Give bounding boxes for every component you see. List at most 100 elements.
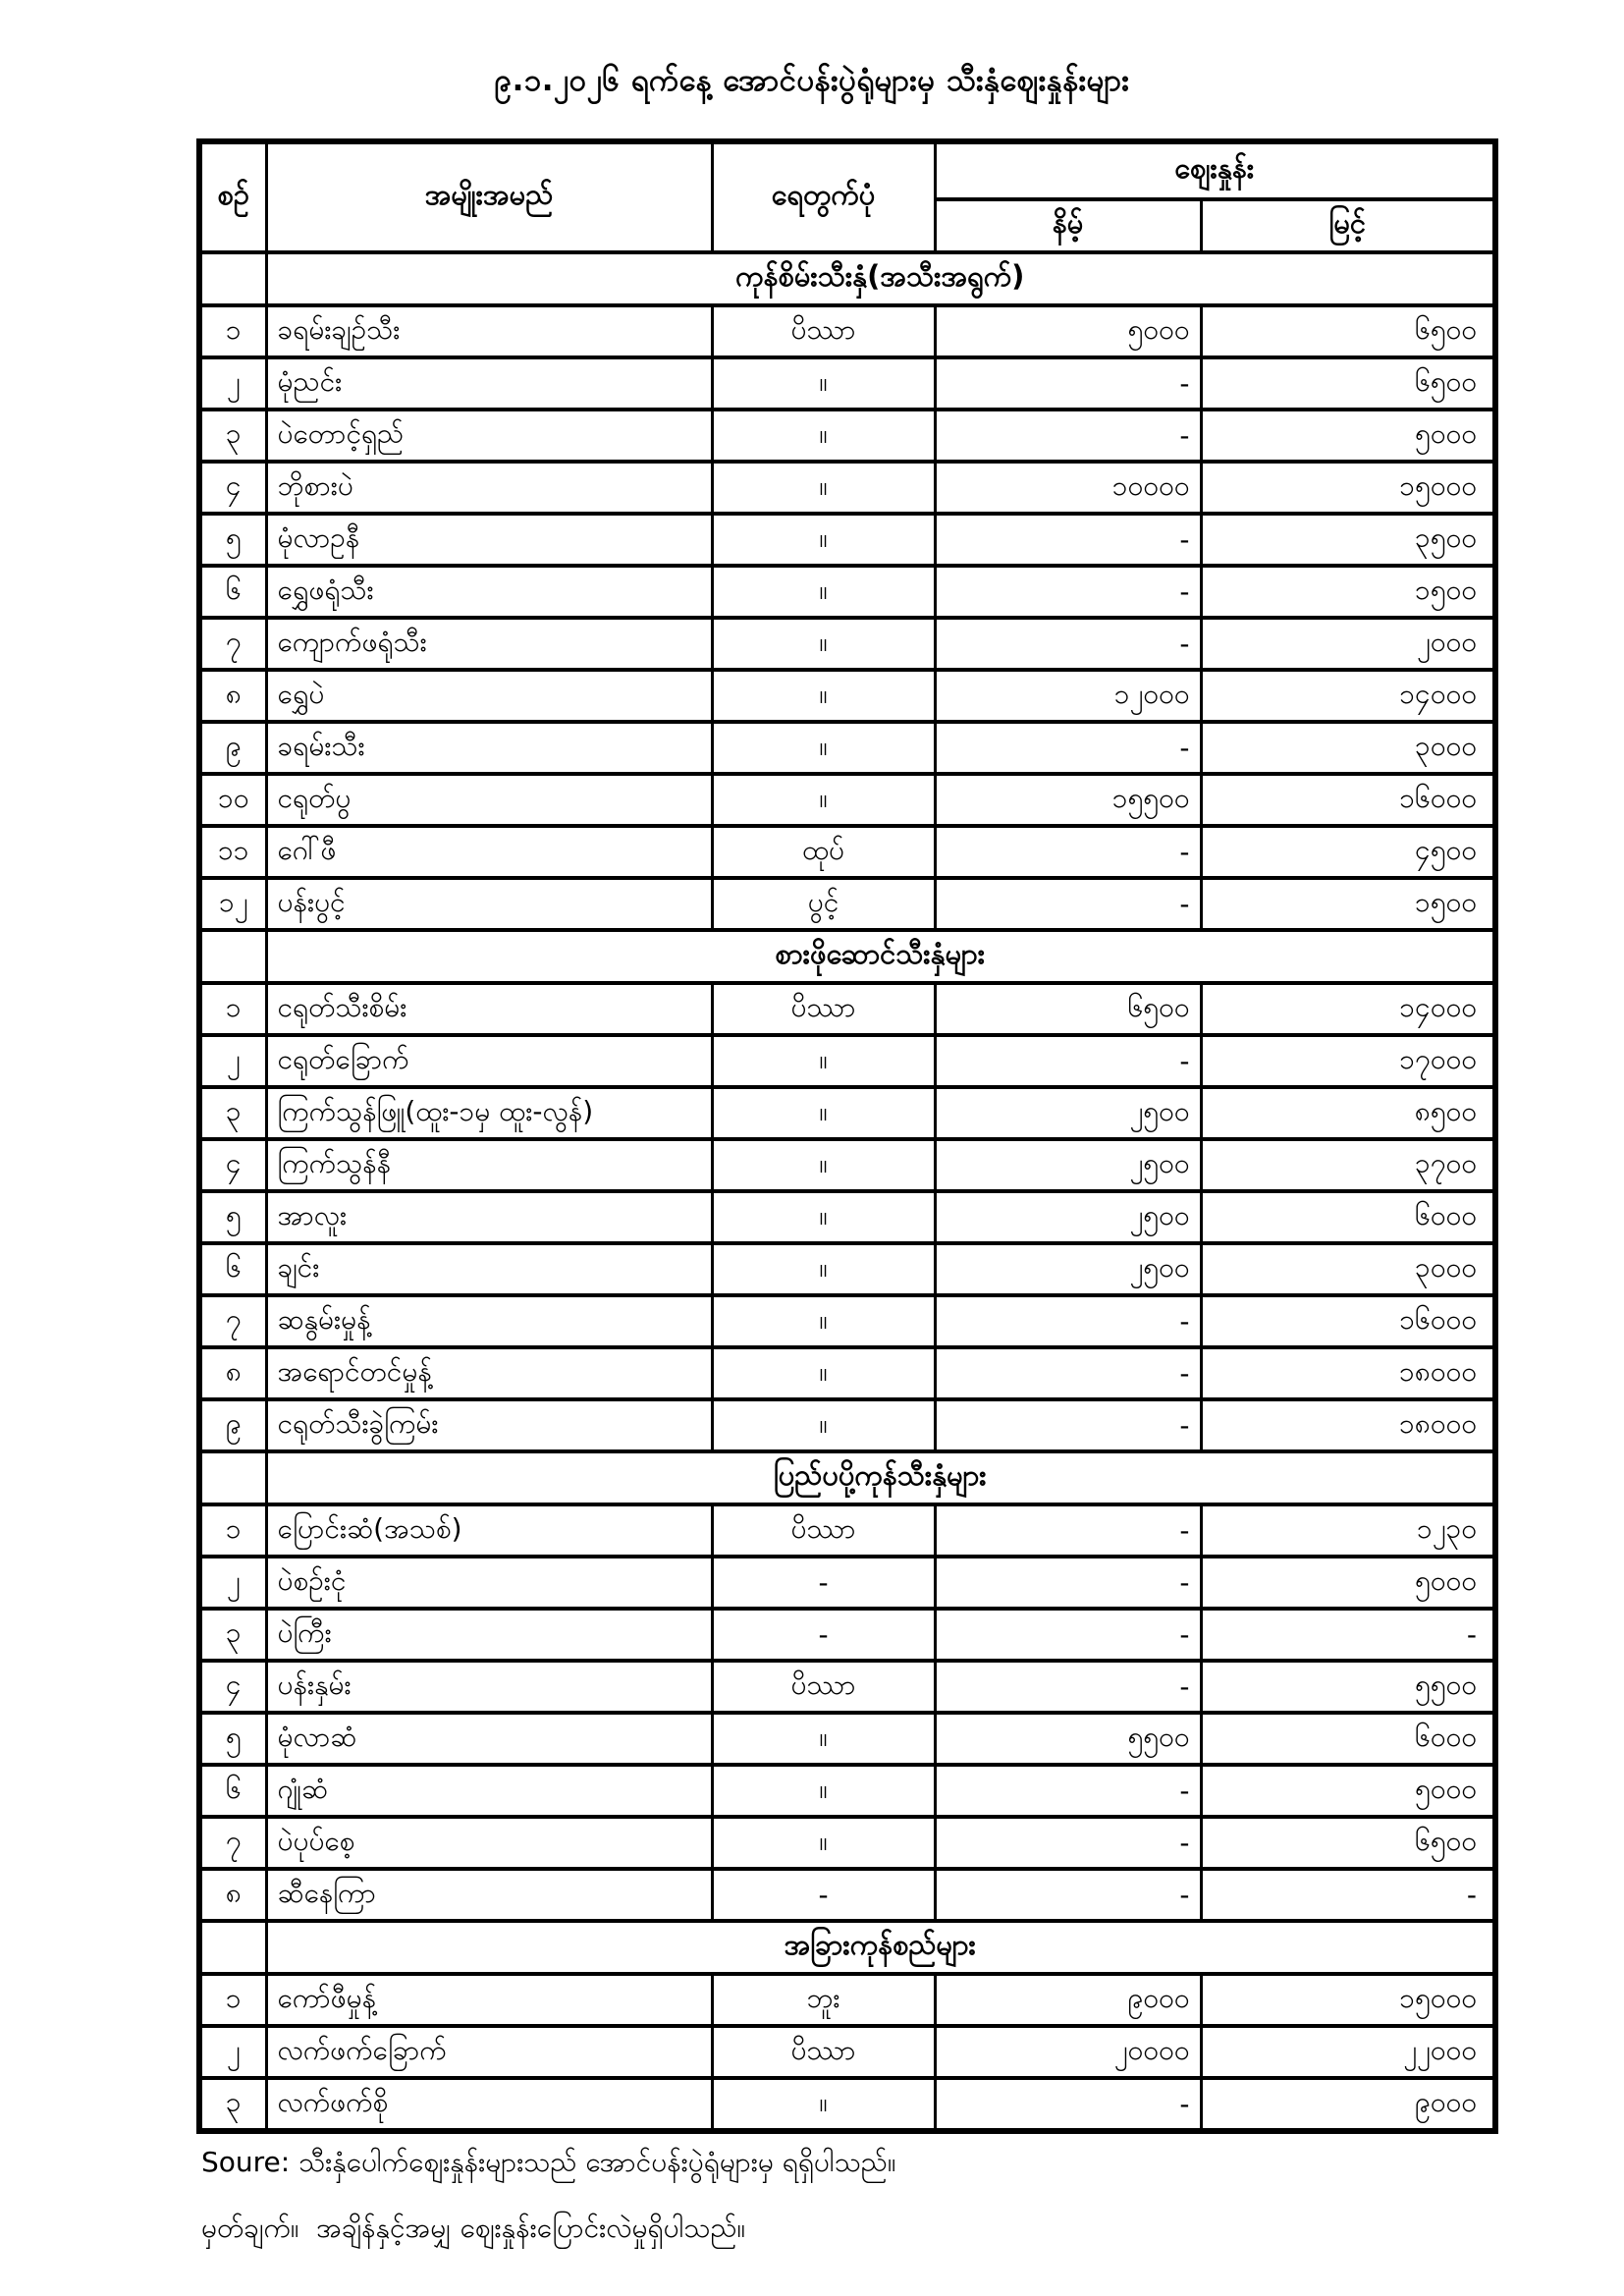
row-min-cell: - (933, 1397, 1203, 1453)
table-row: ၈ဆီနေကြာ - - - (197, 1867, 1497, 1923)
table-row: ၂မုံညင်း။ -၆၅၀၀ (197, 355, 1497, 411)
row-unit-cell: - (710, 1607, 937, 1663)
row-min-cell: - (933, 1293, 1203, 1349)
row-min-cell: - (933, 355, 1203, 411)
row-min-cell: - (933, 1033, 1203, 1089)
row-no-cell: ၈ (197, 668, 268, 724)
row-min-cell: - (933, 1659, 1203, 1715)
row-min-cell: - (933, 1763, 1203, 1819)
row-name-cell: ခရမ်းချဉ်သီး (264, 303, 714, 359)
table-row: ၃ကြက်သွန်ဖြူ(ထူး-၁မှ ထူး-လွန်) ။၂၅၀၀ ၈၅၀၀ (197, 1085, 1497, 1141)
row-max-cell: ၆၅၀၀ (1199, 355, 1497, 411)
row-name-cell: မုံလာဥနီ (264, 512, 714, 568)
row-no-cell: ၃ (197, 408, 268, 464)
row-name-cell: ဂျုံဆံ (264, 1763, 714, 1819)
row-unit-cell: ။ (710, 1033, 937, 1089)
table-row: ၉ခရမ်းသီး။ -၃၀၀၀ (197, 720, 1497, 776)
row-unit-cell: ။ (710, 1345, 937, 1401)
row-unit-cell: ။ (710, 1085, 937, 1141)
row-unit-cell: ဘူး (710, 1972, 937, 2028)
section-row: ကုန်စိမ်းသီးနှံ(အသီးအရွက်) (197, 250, 1497, 307)
table-row: ၃ပဲကြီး - - - (197, 1607, 1497, 1663)
section-row: ပြည်ပပို့ကုန်သီးနှံများ (197, 1449, 1497, 1506)
row-min-cell: ၅၀၀၀ (933, 303, 1203, 359)
row-name-cell: ငရုတ်သီးစိမ်း (264, 981, 714, 1037)
row-min-cell: - (933, 1555, 1203, 1611)
row-min-cell: ၂၅၀၀ (933, 1137, 1203, 1193)
row-min-cell: - (933, 1867, 1203, 1923)
table-row: ၇ဆနွမ်းမှုန့်။ -၁၆၀၀၀ (197, 1293, 1497, 1349)
row-no-cell: ၁ (197, 981, 268, 1037)
price-table: စဉ် အမျိုးအမည် ရေတွက်ပုံ ဈေးနှုန်း နိမ့်… (196, 138, 1499, 2134)
section-row: အခြားကုန်စည်များ (197, 1919, 1497, 1976)
row-unit-cell: ။ (710, 408, 937, 464)
row-max-cell: ၁၅၀၀၀ (1199, 460, 1497, 516)
row-min-cell: - (933, 876, 1203, 932)
row-no-cell: ၇ (197, 1815, 268, 1871)
row-min-cell: ၉၀၀၀ (933, 1972, 1203, 2028)
table-row: ၆ချင်း။၂၅၀၀ ၃၀၀၀ (197, 1241, 1497, 1297)
table-row: ၂လက်ဖက်ခြောက် ပိဿာ ၂၀၀၀၀ ၂၂၀၀၀ (197, 2024, 1497, 2080)
section-row: စားဖိုဆောင်သီးနှံများ (197, 928, 1497, 985)
row-no-cell: ၈ (197, 1867, 268, 1923)
row-no-cell: ၁၀ (197, 772, 268, 828)
row-name-cell: ပဲတောင့်ရှည် (264, 408, 714, 464)
row-name-cell: ချင်း (264, 1241, 714, 1297)
row-min-cell: ၅၅၀၀ (933, 1711, 1203, 1767)
row-no-cell: ၂ (197, 355, 268, 411)
section-title: အခြားကုန်စည်များ (264, 1919, 1497, 1976)
table-row: ၁ပြောင်းဆံ(အသစ်) ပိဿာ -၁၂၃၀ (197, 1503, 1497, 1558)
row-min-cell: - (933, 1607, 1203, 1663)
row-unit-cell: ပိဿာ (710, 303, 937, 359)
row-no-cell: ၃ (197, 1085, 268, 1141)
row-max-cell: ၁၅၀၀ (1199, 876, 1497, 932)
table-row: ၅အာလူး။၂၅၀၀ ၆၀၀၀ (197, 1189, 1497, 1245)
row-unit-cell: ။ (710, 1241, 937, 1297)
row-unit-cell: ပိဿာ (710, 981, 937, 1037)
row-unit-cell: ပိဿာ (710, 1503, 937, 1558)
section-no-cell (197, 928, 268, 985)
row-name-cell: အရောင်တင်မှုန့် (264, 1345, 714, 1401)
row-min-cell: ၂၅၀၀ (933, 1085, 1203, 1141)
row-no-cell: ၉ (197, 720, 268, 776)
table-header: စဉ် အမျိုးအမည် ရေတွက်ပုံ ဈေးနှုန်း နိမ့်… (197, 139, 1497, 254)
row-name-cell: ပဲစဉ်းငုံ (264, 1555, 714, 1611)
row-max-cell: ၂၀၀၀ (1199, 616, 1497, 672)
row-min-cell: - (933, 824, 1203, 880)
row-name-cell: ခရမ်းသီး (264, 720, 714, 776)
row-unit-cell: ။ (710, 1397, 937, 1453)
row-name-cell: ပန်းနှမ်း (264, 1659, 714, 1715)
row-unit-cell: ။ (710, 512, 937, 568)
row-name-cell: ကြက်သွန်နီ (264, 1137, 714, 1193)
row-no-cell: ၅ (197, 1189, 268, 1245)
row-name-cell: အာလူး (264, 1189, 714, 1245)
row-name-cell: ကော်ဖီမှုန့် (264, 1972, 714, 2028)
row-unit-cell: ။ (710, 616, 937, 672)
row-min-cell: - (933, 1345, 1203, 1401)
row-unit-cell: ။ (710, 1189, 937, 1245)
row-min-cell: - (933, 1815, 1203, 1871)
row-no-cell: ၁ (197, 303, 268, 359)
row-no-cell: ၁၁ (197, 824, 268, 880)
table-row: ၁၁ ဂေါ်ဖီ ထုပ် -၄၅၀၀ (197, 824, 1497, 880)
row-min-cell: - (933, 616, 1203, 672)
row-name-cell: မုံညင်း (264, 355, 714, 411)
row-name-cell: ဂေါ်ဖီ (264, 824, 714, 880)
row-max-cell: ၉၀၀၀ (1199, 2076, 1497, 2133)
row-no-cell: ၃ (197, 1607, 268, 1663)
row-name-cell: ငရုတ်ခြောက် (264, 1033, 714, 1089)
row-min-cell: - (933, 2076, 1203, 2133)
row-max-cell: ၅၀၀၀ (1199, 1763, 1497, 1819)
table-row: ၁၀ ငရုတ်ပွ။၁၅၅၀၀ ၁၆၀၀၀ (197, 772, 1497, 828)
row-name-cell: ပြောင်းဆံ(အသစ်) (264, 1503, 714, 1558)
row-max-cell: ၃၅၀၀ (1199, 512, 1497, 568)
row-no-cell: ၄ (197, 460, 268, 516)
row-no-cell: ၁ (197, 1503, 268, 1558)
row-max-cell: ၃၀၀၀ (1199, 1241, 1497, 1297)
row-name-cell: ငရုတ်ပွ (264, 772, 714, 828)
table-row: ၈အရောင်တင်မှုန့်။ -၁၈၀၀၀ (197, 1345, 1497, 1401)
row-max-cell: ၄၅၀၀ (1199, 824, 1497, 880)
row-no-cell: ၁၂ (197, 876, 268, 932)
row-no-cell: ၅ (197, 512, 268, 568)
